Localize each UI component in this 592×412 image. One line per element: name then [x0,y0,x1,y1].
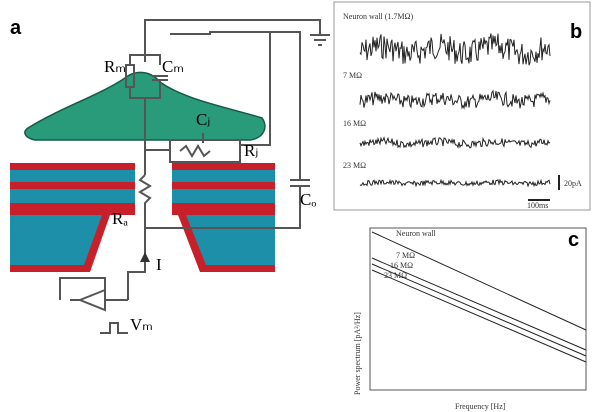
line-label: 16 MΩ [390,261,413,270]
trace-label: Neuron wall (1.7MΩ) [343,12,413,21]
component-label: Cₘ [162,57,184,76]
y-axis-label: Power spectrum [pA²/Hz] [353,312,362,395]
trace-label: 23 MΩ [343,161,366,170]
trace [359,89,551,110]
trace-label: 16 MΩ [343,119,366,128]
panel-label: a [10,17,22,39]
x-axis-label: Frequency [Hz] [455,402,506,411]
line-label: 7 MΩ [396,251,415,260]
component-label: Cₒ [300,190,316,209]
panel-label: b [570,21,582,43]
traces [359,33,551,188]
component-label: Rⱼ [244,141,258,160]
substrate [10,163,275,272]
trace [359,136,551,149]
scale-label: 20pA [564,179,582,188]
plot-frame [369,227,587,391]
scale-label: 100ms [527,201,548,210]
trace-label: 7 MΩ [343,71,362,80]
trace [359,33,551,66]
panel-label: c [568,229,579,251]
component-label: Cⱼ [196,110,210,129]
line-label: Neuron wall [396,229,437,238]
line-label: 23 MΩ [384,271,407,280]
trace [359,178,551,188]
spectra [371,231,587,363]
component-label: Vₘ [130,315,153,334]
component-label: I [156,255,162,274]
component-label: Rₐ [112,209,128,228]
circuit [59,19,330,334]
component-label: Rₘ [104,57,126,76]
